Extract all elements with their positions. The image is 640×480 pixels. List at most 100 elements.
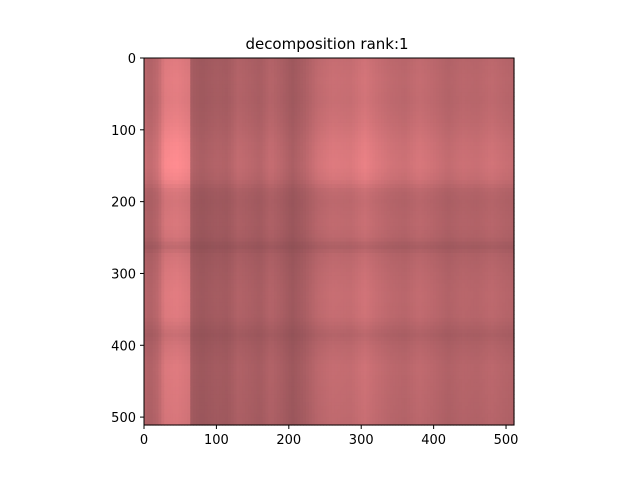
heatmap-cell xyxy=(357,61,362,67)
heatmap-cell xyxy=(360,88,365,93)
heatmap-cell xyxy=(297,103,301,109)
heatmap-cell xyxy=(329,100,333,105)
heatmap-cell xyxy=(343,130,347,136)
heatmap-cell xyxy=(236,92,240,97)
heatmap-cell xyxy=(245,69,249,74)
heatmap-cell xyxy=(343,134,347,139)
heatmap-cell xyxy=(170,58,174,63)
heatmap-cell xyxy=(248,107,252,113)
heatmap-cell xyxy=(386,69,391,74)
heatmap-cell xyxy=(505,73,509,78)
heatmap-cell xyxy=(409,80,414,86)
heatmap-cell xyxy=(308,107,313,113)
heatmap-cell xyxy=(253,115,258,120)
heatmap-cell xyxy=(326,65,330,71)
heatmap-cell xyxy=(175,107,180,113)
heatmap-cell xyxy=(450,88,454,93)
heatmap-cell xyxy=(308,65,313,71)
heatmap-cell xyxy=(485,88,489,93)
heatmap-cell xyxy=(245,77,249,82)
heatmap-cell xyxy=(149,115,154,120)
heatmap-cell xyxy=(381,111,385,116)
heatmap-cell xyxy=(378,122,382,128)
heatmap-cell xyxy=(152,88,157,93)
heatmap-cell xyxy=(326,103,330,109)
heatmap-cell xyxy=(262,65,267,71)
heatmap-cell xyxy=(207,103,212,109)
heatmap-cell xyxy=(219,88,223,93)
heatmap-cell xyxy=(355,80,359,86)
heatmap-cell xyxy=(444,84,449,90)
heatmap-cell xyxy=(490,58,495,63)
heatmap-cell xyxy=(357,134,362,139)
heatmap-cell xyxy=(155,107,160,113)
heatmap-cell xyxy=(158,80,162,86)
heatmap-cell xyxy=(268,126,272,132)
heatmap-cell xyxy=(375,84,379,90)
heatmap-cell xyxy=(383,111,388,116)
heatmap-cell xyxy=(222,61,226,67)
heatmap-cell xyxy=(181,126,186,132)
heatmap-cell xyxy=(308,122,313,128)
heatmap-cell xyxy=(470,65,475,71)
heatmap-cell xyxy=(274,92,278,97)
heatmap-cell xyxy=(357,73,362,78)
heatmap-cell xyxy=(323,115,327,120)
heatmap-cell xyxy=(378,73,382,78)
heatmap-cell xyxy=(398,115,402,120)
heatmap-cell xyxy=(224,122,229,128)
heatmap-cell xyxy=(314,58,319,63)
heatmap-cell xyxy=(467,119,472,124)
heatmap-cell xyxy=(149,126,154,132)
heatmap-cell xyxy=(349,84,353,90)
heatmap-cell xyxy=(464,96,469,101)
heatmap-cell xyxy=(337,65,342,71)
heatmap-cell xyxy=(271,119,275,124)
heatmap-cell xyxy=(172,61,177,67)
heatmap-cell xyxy=(418,119,423,124)
heatmap-cell xyxy=(357,96,362,101)
heatmap-cell xyxy=(167,77,171,82)
heatmap-cell xyxy=(326,115,330,120)
heatmap-cell xyxy=(427,122,431,128)
heatmap-cell xyxy=(424,103,428,109)
heatmap-cell xyxy=(224,96,229,101)
heatmap-cell xyxy=(294,111,298,116)
heatmap-cell xyxy=(279,96,284,101)
heatmap-cell xyxy=(464,73,469,78)
heatmap-cell xyxy=(435,96,440,101)
heatmap-cell xyxy=(175,92,180,97)
heatmap-cell xyxy=(496,134,501,139)
heatmap-cell xyxy=(175,73,180,78)
heatmap-cell xyxy=(459,77,463,82)
heatmap-cell xyxy=(245,73,249,78)
heatmap-cell xyxy=(302,138,307,143)
heatmap-cell xyxy=(450,100,454,105)
heatmap-cell xyxy=(196,111,200,116)
heatmap-cell xyxy=(158,88,162,93)
heatmap-cell xyxy=(343,69,347,74)
heatmap-cell xyxy=(300,73,304,78)
heatmap-cell xyxy=(453,77,457,82)
heatmap-cell xyxy=(317,77,321,82)
heatmap-cell xyxy=(343,61,347,67)
heatmap-cell xyxy=(288,122,293,128)
heatmap-cell xyxy=(216,88,220,93)
heatmap-cell xyxy=(271,103,275,109)
heatmap-cell xyxy=(236,100,240,105)
heatmap-cell xyxy=(250,84,255,90)
heatmap-cell xyxy=(441,73,446,78)
heatmap-cell xyxy=(375,100,379,105)
heatmap-cell xyxy=(265,69,269,74)
heatmap-cell xyxy=(473,88,478,93)
heatmap-cell xyxy=(473,80,478,86)
heatmap-cell xyxy=(447,84,452,90)
heatmap-cell xyxy=(172,84,177,90)
heatmap-cell xyxy=(409,65,414,71)
heatmap-cell xyxy=(144,100,148,105)
heatmap-cell xyxy=(250,119,255,124)
heatmap-cell xyxy=(253,126,258,132)
heatmap-cell xyxy=(245,100,249,105)
heatmap-cell xyxy=(326,61,330,67)
heatmap-cell xyxy=(282,69,287,74)
